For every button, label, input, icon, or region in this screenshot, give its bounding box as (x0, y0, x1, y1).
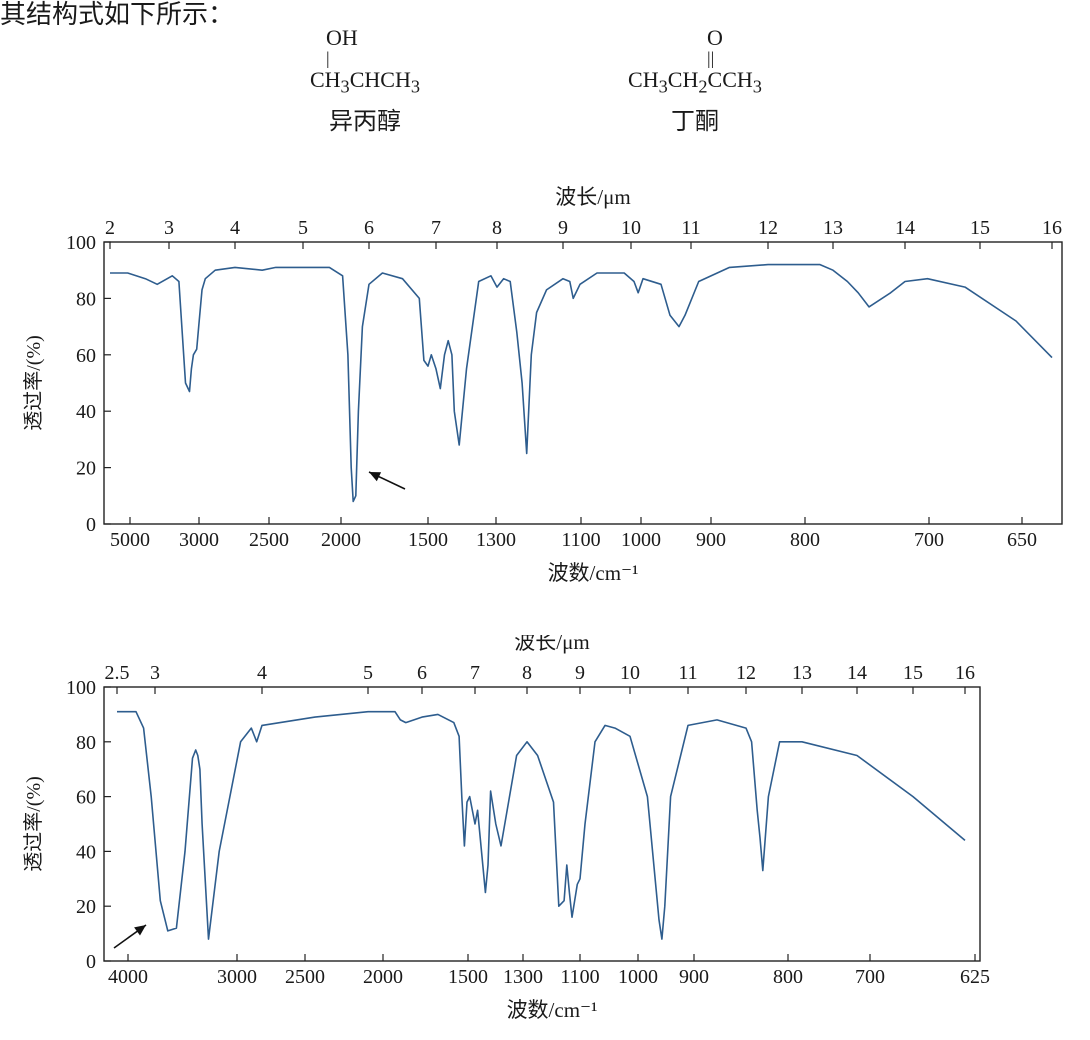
bottom-tick-label: 4000 (108, 966, 148, 988)
top-tick-label: 9 (575, 662, 585, 684)
bottom-tick-label: 3000 (217, 966, 257, 988)
top-tick-label: 8 (492, 217, 502, 239)
top-tick-label: 14 (895, 217, 915, 239)
bottom-tick-label: 1100 (560, 966, 599, 988)
top-tick-label: 12 (758, 217, 778, 239)
compound-name: 异丙醇 (329, 107, 401, 136)
y-tick-label: 100 (66, 677, 96, 699)
top-axis-title: 波长/μm (555, 185, 630, 209)
y-tick-label: 60 (76, 345, 96, 367)
carbonyl-oxygen: O (707, 25, 723, 50)
bottom-tick-label: 1300 (503, 966, 543, 988)
top-tick-label: 15 (903, 662, 923, 684)
ir-spectrum-2: 波长/μm 2.5 3 4 5 6 7 8 9 10 11 12 13 14 15 16 4000 3000 250… (22, 635, 990, 1022)
bottom-tick-label: 650 (1007, 529, 1037, 551)
compound-name: 丁酮 (671, 107, 719, 136)
bottom-tick-label: 625 (960, 966, 990, 988)
formula: CH3CHCH3 (309, 67, 421, 97)
top-tick-label: 13 (792, 662, 812, 684)
top-tick-label: 4 (230, 217, 240, 239)
formula: CH3CH2CCH3 (628, 67, 762, 97)
top-tick-label: 11 (678, 662, 697, 684)
annotation-arrowhead (369, 472, 382, 482)
top-tick-label: 13 (823, 217, 843, 239)
plot-frame (103, 686, 981, 962)
single-bond: | (326, 48, 330, 68)
bottom-tick-label: 1100 (561, 529, 600, 551)
bottom-tick-label: 800 (790, 529, 820, 551)
bottom-tick-label: 1500 (448, 966, 488, 988)
bottom-tick-label: 2000 (321, 529, 361, 551)
top-tick-label: 3 (150, 662, 160, 684)
double-bond: || (707, 48, 715, 68)
top-tick-label: 9 (558, 217, 568, 239)
top-axis-title: 波长/μm (514, 635, 589, 654)
y-tick-label: 40 (76, 841, 96, 863)
intro-text: 其结构式如下所示： (0, 0, 235, 30)
top-tick-label: 5 (298, 217, 308, 239)
spectrum-line (117, 710, 966, 940)
hydroxyl-group: OH (326, 25, 358, 50)
top-tick-label: 4 (257, 662, 267, 684)
top-tick-label: 7 (470, 662, 480, 684)
y-tick-label: 0 (86, 951, 96, 973)
x-axis-title: 波数/cm⁻¹ (507, 998, 598, 1022)
molecule-isopropanol: OH | CH3CHCH3 异丙醇 (290, 26, 440, 138)
top-tick-label: 16 (1042, 217, 1062, 239)
bottom-tick-label: 1000 (621, 529, 661, 551)
bottom-tick-label: 1000 (618, 966, 658, 988)
spectrum-line (110, 263, 1053, 503)
bottom-tick-label: 1300 (476, 529, 516, 551)
y-tick-label: 100 (66, 232, 96, 254)
molecule-butanone: O || CH3CH2CCH3 丁酮 (600, 26, 790, 138)
y-tick-label: 20 (76, 458, 96, 480)
y-tick-label: 20 (76, 896, 96, 918)
y-tick-label: 60 (76, 787, 96, 809)
y-tick-label: 80 (76, 732, 96, 754)
top-tick-label: 8 (522, 662, 532, 684)
y-axis-title: 透过率/(%) (22, 335, 45, 431)
top-tick-label: 6 (364, 217, 374, 239)
bottom-tick-label: 3000 (179, 529, 219, 551)
bottom-tick-label: 700 (914, 529, 944, 551)
top-tick-label: 16 (955, 662, 975, 684)
top-tick-label: 7 (431, 217, 441, 239)
bottom-tick-label: 2000 (363, 966, 403, 988)
bottom-tick-label: 1500 (408, 529, 448, 551)
top-tick-label: 2 (105, 217, 115, 239)
top-tick-label: 10 (620, 662, 640, 684)
bottom-tick-label: 2500 (285, 966, 325, 988)
top-tick-label: 15 (970, 217, 990, 239)
y-tick-label: 0 (86, 514, 96, 536)
top-tick-label: 3 (164, 217, 174, 239)
bottom-tick-label: 800 (773, 966, 803, 988)
bottom-tick-label: 2500 (249, 529, 289, 551)
bottom-tick-label: 900 (696, 529, 726, 551)
bottom-tick-label: 900 (679, 966, 709, 988)
top-tick-label: 6 (417, 662, 427, 684)
x-axis-title: 波数/cm⁻¹ (548, 561, 639, 585)
top-tick-label: 2.5 (105, 662, 130, 684)
y-tick-label: 40 (76, 401, 96, 423)
annotation-arrowhead (134, 925, 146, 936)
top-tick-label: 11 (681, 217, 700, 239)
ir-spectrum-1: 波长/μm 2 3 4 5 6 7 8 9 10 11 12 13 14 15 16 5000 3000 2500 2… (22, 185, 1063, 585)
top-tick-label: 14 (847, 662, 867, 684)
top-tick-label: 12 (736, 662, 756, 684)
y-axis-title: 透过率/(%) (22, 776, 45, 872)
plot-frame (103, 241, 1063, 525)
top-tick-label: 5 (363, 662, 373, 684)
top-tick-label: 10 (621, 217, 641, 239)
bottom-tick-label: 5000 (110, 529, 150, 551)
bottom-tick-label: 700 (855, 966, 885, 988)
y-tick-label: 80 (76, 288, 96, 310)
